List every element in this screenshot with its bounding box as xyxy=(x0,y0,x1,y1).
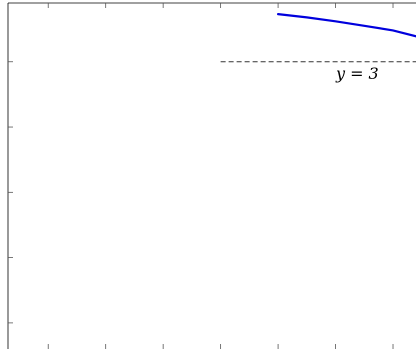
axes-frame xyxy=(7,2,416,349)
data-series xyxy=(277,13,416,38)
series-line-0 xyxy=(277,13,416,38)
tick-marks xyxy=(8,3,394,349)
reference-line-label-0: y = 3 xyxy=(335,64,379,83)
annotations: y = 3 xyxy=(335,64,379,83)
